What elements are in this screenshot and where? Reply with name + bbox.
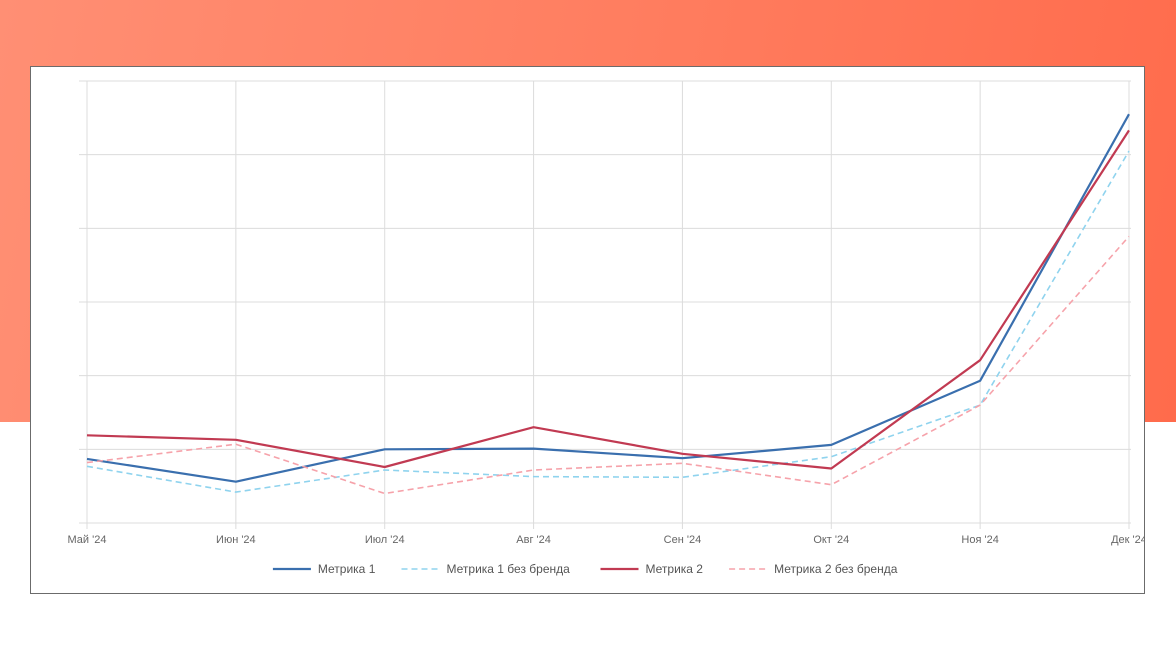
x-tick-label: Авг '24 xyxy=(516,534,551,546)
legend-item-2[interactable]: Метрика 1 без бренда xyxy=(401,562,571,576)
legend[interactable]: Метрика 1 Метрика 1 без бренда Метрика 2 Ме… xyxy=(272,562,898,576)
legend-label: Метрика 1 xyxy=(318,562,376,576)
x-tick-label: Май '24 xyxy=(68,534,107,546)
x-tick-label: Июн '24 xyxy=(216,534,256,546)
series-line-4[interactable] xyxy=(86,235,1130,495)
x-tick-label: Окт '24 xyxy=(813,534,849,546)
legend-item-1[interactable]: Метрика 1 xyxy=(272,562,376,576)
legend-label: Метрика 1 без бренда xyxy=(447,562,571,576)
legend-item-4[interactable]: Метрика 2 без бренда xyxy=(729,562,898,576)
x-tick-label: Дек '24 xyxy=(1111,534,1144,546)
series-line-3[interactable] xyxy=(86,129,1130,470)
series-line-2[interactable] xyxy=(86,150,1130,493)
series-lines xyxy=(86,113,1130,495)
x-axis: Май '24 Июн '24 Июл '24 Авг '24 Сен '24 Окт '… xyxy=(68,534,1144,546)
line-chart: Май '24 Июн '24 Июл '24 Авг '24 Сен '24 Окт '… xyxy=(68,80,1144,576)
legend-label: Метрика 2 xyxy=(646,562,704,576)
x-tick-label: Сен '24 xyxy=(664,534,702,546)
grid xyxy=(79,80,1131,529)
legend-label: Метрика 2 без бренда xyxy=(774,562,898,576)
x-tick-label: Июл '24 xyxy=(365,534,405,546)
x-tick-label: Ноя '24 xyxy=(961,534,998,546)
legend-item-3[interactable]: Метрика 2 xyxy=(600,562,704,576)
series-line-1[interactable] xyxy=(86,113,1130,483)
chart-card: Май '24 Июн '24 Июл '24 Авг '24 Сен '24 Окт '… xyxy=(30,66,1145,594)
